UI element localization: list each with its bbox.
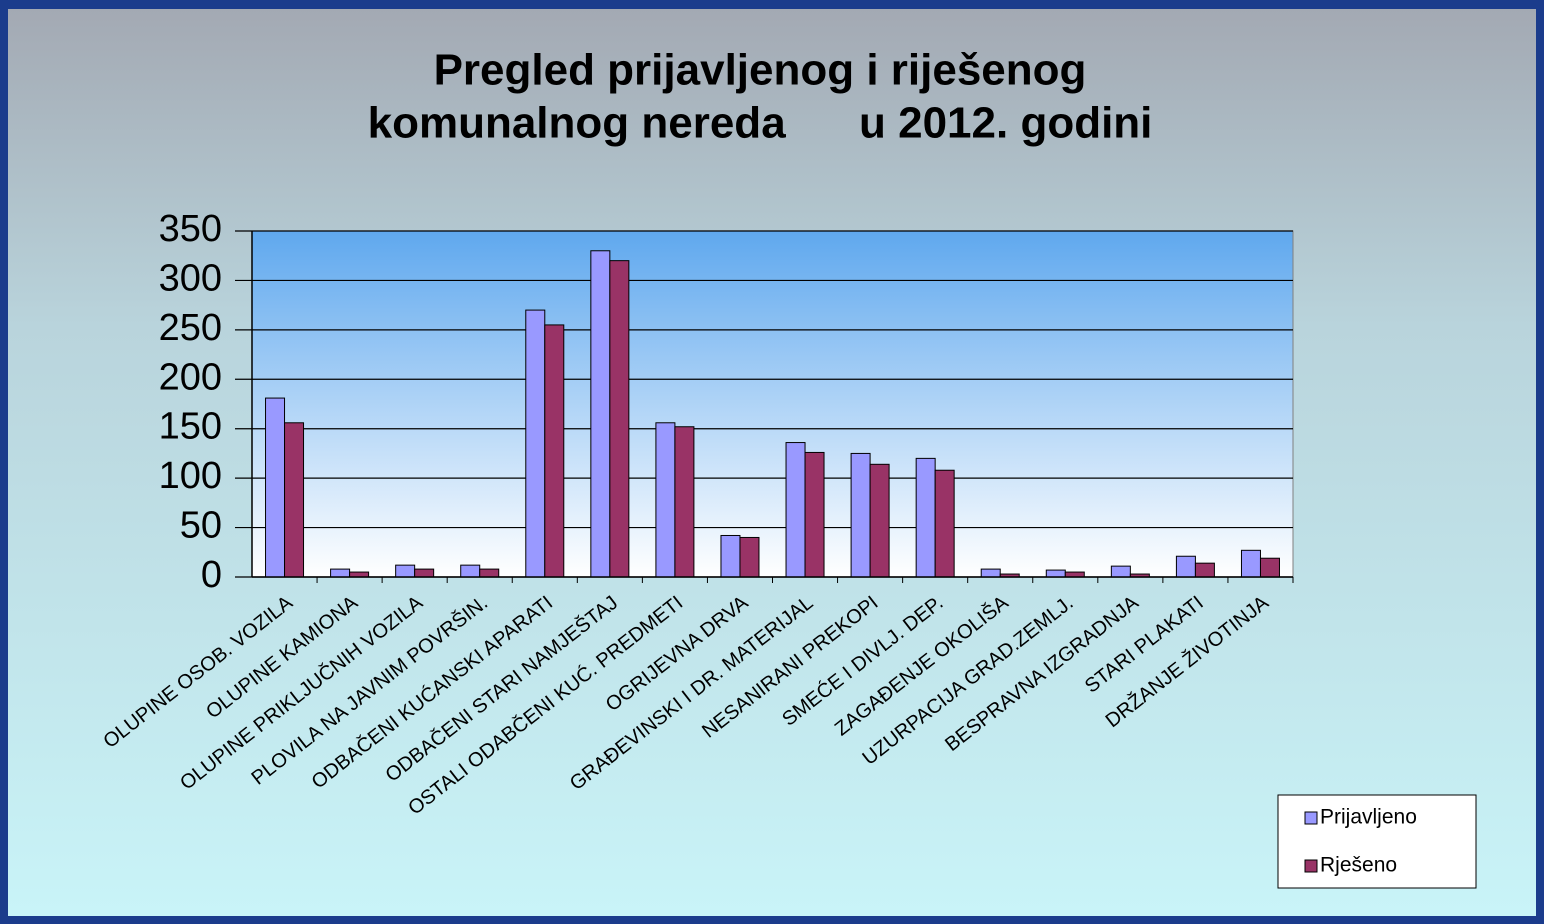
bar	[804, 451, 825, 578]
bar	[460, 564, 481, 578]
bar	[739, 536, 760, 578]
legend-swatch	[1304, 811, 1318, 825]
bar	[609, 260, 630, 578]
bar	[544, 324, 565, 578]
bar	[720, 534, 741, 578]
bar	[934, 469, 955, 578]
bar	[414, 568, 435, 578]
y-tick-label: 100	[159, 455, 222, 497]
bar	[395, 564, 416, 578]
bar	[479, 568, 500, 578]
bar	[980, 568, 1001, 578]
y-tick-label: 0	[201, 554, 222, 596]
bar	[674, 426, 695, 578]
bar	[1259, 557, 1280, 578]
y-tick-label: 50	[180, 505, 222, 547]
y-tick-label: 350	[159, 208, 222, 250]
bar	[1240, 549, 1261, 578]
y-tick-label: 150	[159, 406, 222, 448]
bar	[1045, 569, 1066, 578]
bar	[785, 442, 806, 578]
y-tick-label: 200	[159, 356, 222, 398]
bar	[1110, 565, 1131, 578]
bar	[525, 309, 546, 578]
plot-area	[251, 230, 1294, 578]
bar	[915, 457, 936, 578]
y-tick-label: 250	[159, 307, 222, 349]
bar	[330, 568, 351, 578]
bar	[590, 250, 611, 578]
legend-swatch	[1304, 859, 1318, 873]
bar	[1194, 562, 1215, 578]
bar	[1175, 555, 1196, 578]
bar	[265, 397, 286, 578]
bar	[655, 422, 676, 578]
legend-label: Rješeno	[1320, 854, 1397, 877]
bar	[869, 463, 890, 578]
chart-title: komunalnog nereda u 2012. godini	[368, 99, 1153, 148]
y-tick-label: 300	[159, 257, 222, 299]
bar	[850, 452, 871, 578]
bar	[284, 422, 305, 578]
chart-title: Pregled prijavljenog i riješenog	[434, 46, 1087, 95]
legend-label: Prijavljeno	[1320, 806, 1417, 829]
